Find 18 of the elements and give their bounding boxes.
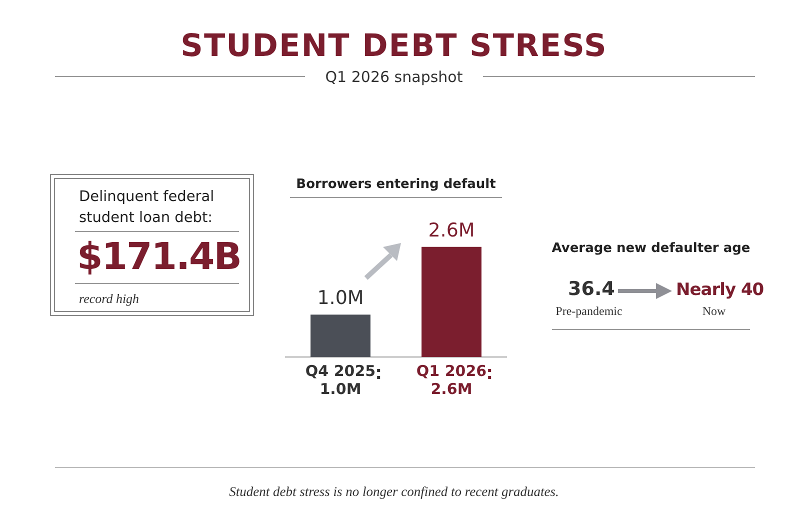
text: 1.0M <box>317 287 364 310</box>
text: record high <box>79 291 140 307</box>
text: 2.6M <box>428 219 475 242</box>
data-label: 2.6M <box>430 380 472 398</box>
text: STUDENT DEBT STRESS <box>180 28 608 64</box>
text: Pre-pandemic <box>554 304 624 319</box>
data-label: 1.0M <box>320 380 362 398</box>
text: Q1 2026 snapshot <box>324 68 464 86</box>
text: Average new defaulter age <box>550 241 752 256</box>
text: Nearly 40 <box>676 280 764 300</box>
text: 36.4 <box>568 278 615 300</box>
text: Student debt stress is no longer confined to recent graduates. <box>228 484 560 500</box>
x-tick-label: Q1 2026 <box>416 362 487 380</box>
text: Delinquent federal student loan debt: <box>79 188 216 228</box>
chart-title: Borrowers entering default <box>295 177 497 192</box>
text: Now <box>701 304 727 319</box>
text: $171.4B <box>77 235 241 278</box>
x-tick-label: Q4 2025 <box>305 362 376 380</box>
